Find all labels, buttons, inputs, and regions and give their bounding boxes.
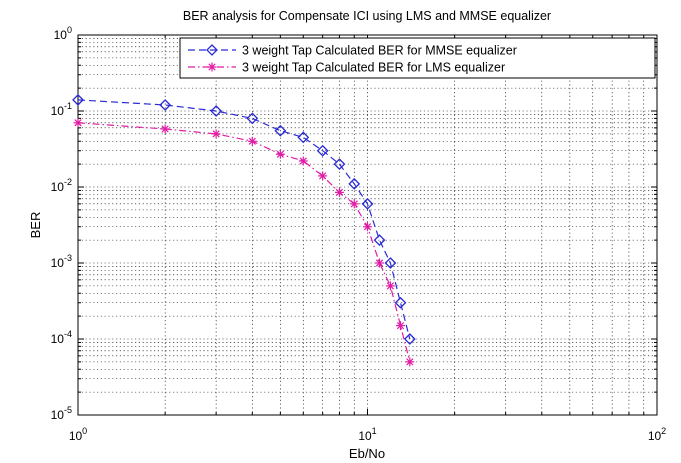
asterisk-marker [73,118,83,128]
y-axis-label: BER [28,212,43,239]
series-line [77,99,411,340]
diamond-marker [384,257,397,269]
diamond-marker [348,177,361,190]
asterisk-marker [298,156,308,166]
asterisk-marker [405,357,415,367]
legend-label: 3 weight Tap Calculated BER for LMS equa… [242,61,505,75]
diamond-marker [316,144,329,157]
series-2 [73,118,415,367]
diamond-marker [210,105,223,117]
legend-label: 3 weight Tap Calculated BER for MMSE equ… [242,44,517,58]
diamond-marker [246,112,259,125]
diamond-marker [206,44,218,56]
x-tick-label: 102 [648,426,666,443]
asterisk-marker [363,222,372,232]
diamond-marker [274,124,287,137]
legend: 3 weight Tap Calculated BER for MMSE equ… [179,37,656,79]
x-axis-label: Eb/No [349,446,385,461]
y-tick-label: 10-2 [51,177,72,194]
asterisk-marker [349,199,359,209]
diamond-marker [373,234,386,247]
legend-box [179,37,656,79]
y-tick-label: 10-1 [51,101,72,118]
diamond-marker [403,333,416,345]
diamond-marker [361,197,374,210]
x-tick-label: 100 [69,426,87,443]
y-tick-label: 10-3 [51,253,72,270]
x-tick-label: 101 [358,426,376,443]
legend-entry-2: 3 weight Tap Calculated BER for LMS equa… [188,61,505,75]
diamond-marker [297,131,310,144]
asterisk-marker [275,149,285,159]
asterisk-marker [374,258,384,268]
series-layer [72,93,416,367]
asterisk-marker [395,321,405,331]
asterisk-marker [247,136,257,146]
legend-entry-1: 3 weight Tap Calculated BER for MMSE equ… [188,44,517,58]
y-tick-labels: 10-5 10-4 10-3 10-2 10-1 100 [51,25,72,422]
y-tick-label: 100 [54,25,72,42]
asterisk-marker [207,62,217,72]
asterisk-marker [160,124,170,134]
asterisk-marker [334,187,344,197]
chart-title: BER analysis for Compensate ICI using LM… [183,9,551,23]
diamond-marker [333,158,346,171]
diamond-marker [394,296,407,309]
diamond-marker [72,93,84,106]
y-tick-label: 10-5 [51,405,72,422]
asterisk-marker [385,281,395,291]
series-line [77,122,411,363]
x-tick-labels: 100 101 102 [69,426,666,443]
y-tick-label: 10-4 [51,329,72,346]
asterisk-marker [318,171,328,181]
series-1 [72,93,416,345]
asterisk-marker [211,129,221,139]
diamond-marker [159,99,172,111]
tick-marks [77,34,658,416]
